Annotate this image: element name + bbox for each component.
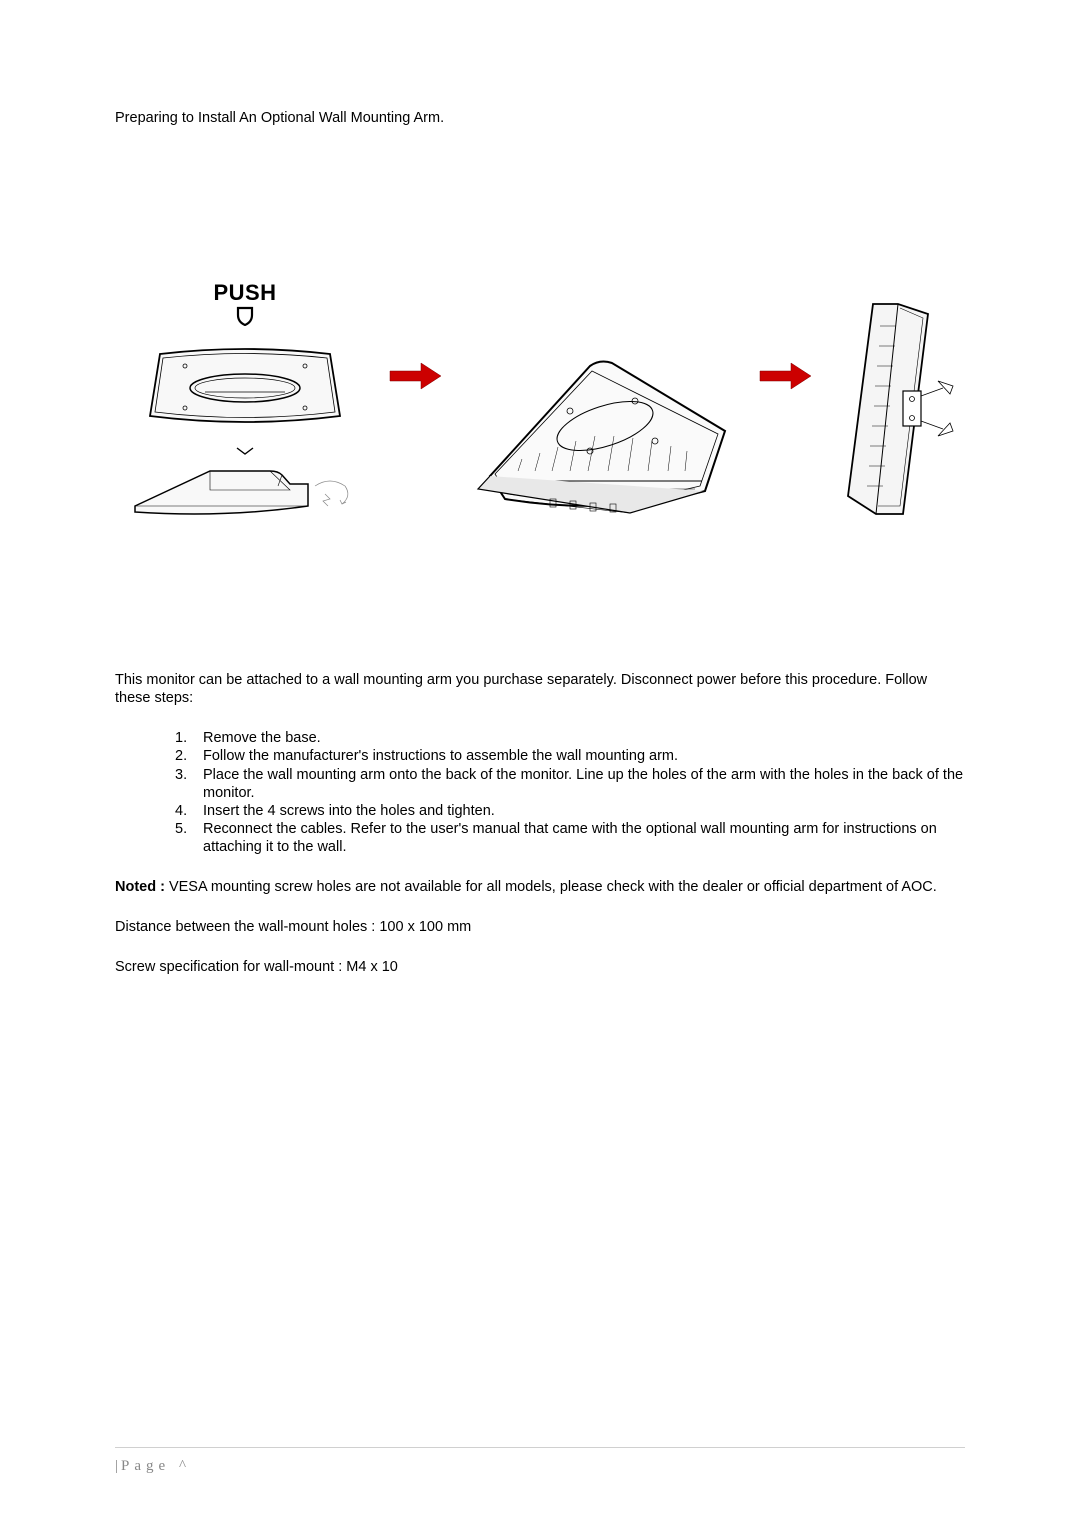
step-item: 5. Reconnect the cables. Refer to the us… [175,820,965,856]
step-text: Insert the 4 screws into the holes and t… [203,802,495,820]
push-badge: PUSH [213,280,276,326]
page-footer: |Page ^ [115,1447,965,1475]
steps-list: 1. Remove the base. 2. Follow the manufa… [175,729,965,856]
monitor-angled-illustration [460,341,740,521]
step-text: Remove the base. [203,729,321,747]
page-container: Preparing to Install An Optional Wall Mo… [0,0,1080,1527]
step-text: Follow the manufacturer's instructions t… [203,747,678,765]
step-item: 4. Insert the 4 screws into the holes an… [175,802,965,820]
step-number: 4. [175,802,203,820]
step-number: 5. [175,820,203,856]
arrow-right-icon [388,361,443,391]
step-number: 1. [175,729,203,747]
step-item: 3. Place the wall mounting arm onto the … [175,766,965,802]
step-number: 2. [175,747,203,765]
noted-label: Noted : [115,879,165,895]
step-item: 1. Remove the base. [175,729,965,747]
monitor-side-illustration [828,296,963,521]
intro-paragraph: This monitor can be attached to a wall m… [115,671,965,707]
step-number: 3. [175,766,203,802]
arrow-right-icon [758,361,813,391]
diagram-panel-2 [455,231,745,521]
page-number: |Page ^ [115,1458,965,1475]
noted-paragraph: Noted : VESA mounting screw holes are no… [115,878,965,896]
diagram-panel-1: PUSH [115,231,375,521]
step-item: 2. Follow the manufacturer's instruction… [175,747,965,765]
push-label: PUSH [213,280,276,306]
diagram-panel-3 [825,231,965,521]
noted-body: VESA mounting screw holes are not availa… [165,879,937,895]
shield-down-icon [236,306,254,326]
chevron-down-icon [235,447,255,456]
monitor-back-illustration [135,346,355,441]
step-text: Place the wall mounting arm onto the bac… [203,766,965,802]
stand-base-illustration [130,466,360,521]
step-text: Reconnect the cables. Refer to the user'… [203,820,965,856]
page-title: Preparing to Install An Optional Wall Mo… [115,110,965,126]
distance-spec: Distance between the wall-mount holes : … [115,918,965,936]
diagram-area: PUSH [115,231,965,521]
screw-spec: Screw specification for wall-mount : M4 … [115,958,965,976]
